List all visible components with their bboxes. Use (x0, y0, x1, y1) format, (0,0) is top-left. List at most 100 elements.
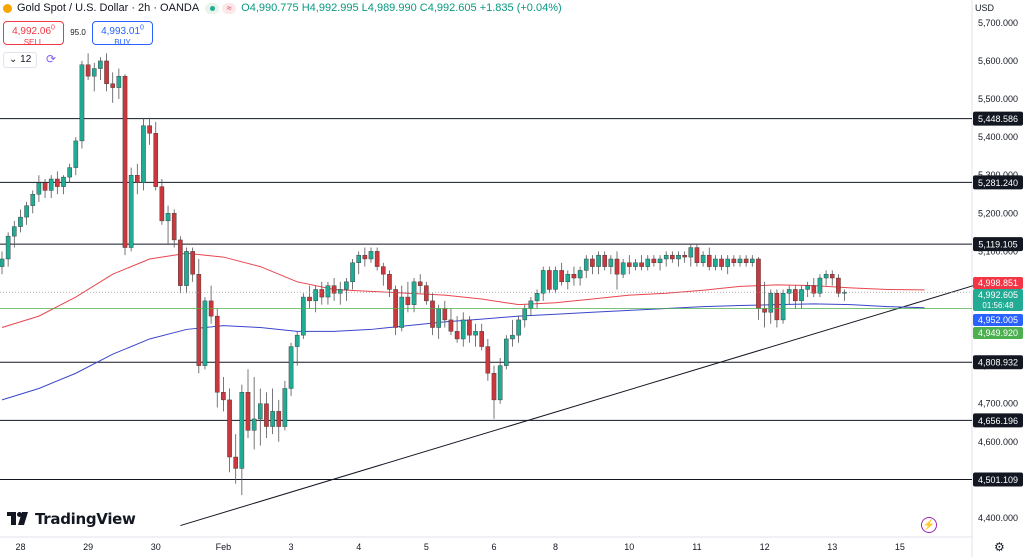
candle[interactable] (61, 175, 66, 195)
candle[interactable] (67, 163, 72, 183)
candle[interactable] (313, 285, 318, 313)
candle[interactable] (239, 384, 245, 496)
candle[interactable] (694, 243, 700, 267)
candle[interactable] (251, 377, 257, 450)
candle[interactable] (264, 392, 269, 438)
sell-button[interactable]: 4,992.060 SELL (3, 21, 64, 47)
candle[interactable] (565, 270, 571, 290)
candle[interactable] (282, 380, 288, 431)
candle[interactable] (460, 312, 466, 347)
candle[interactable] (79, 60, 85, 149)
candle[interactable] (719, 255, 724, 271)
candle[interactable] (36, 175, 42, 202)
candle[interactable] (73, 137, 79, 176)
candle[interactable] (288, 342, 294, 397)
candle[interactable] (233, 434, 239, 484)
candle[interactable] (0, 251, 5, 275)
candle[interactable] (645, 255, 651, 271)
candle[interactable] (608, 255, 614, 275)
candle[interactable] (344, 278, 349, 301)
candle[interactable] (214, 308, 220, 408)
candle[interactable] (417, 274, 423, 294)
candle[interactable] (454, 316, 460, 343)
candle[interactable] (85, 53, 91, 80)
candle[interactable] (823, 270, 829, 286)
candle[interactable] (590, 255, 595, 275)
candle[interactable] (596, 251, 601, 275)
candle[interactable] (811, 278, 817, 298)
candle[interactable] (559, 262, 564, 286)
current-price-label[interactable]: 4,998.851 (973, 277, 1023, 289)
candle[interactable] (639, 255, 644, 271)
candle[interactable] (337, 281, 343, 305)
candle[interactable] (725, 255, 730, 275)
candle[interactable] (583, 255, 589, 279)
candle[interactable] (368, 247, 374, 263)
candle[interactable] (805, 281, 810, 298)
candle[interactable] (294, 331, 300, 366)
level-price-label[interactable]: 4,656.196 (973, 413, 1023, 428)
candle[interactable] (171, 209, 177, 248)
candle[interactable] (116, 68, 122, 100)
candle[interactable] (350, 258, 355, 290)
candle[interactable] (780, 289, 786, 324)
candle[interactable] (424, 281, 429, 305)
candle[interactable] (676, 251, 681, 267)
level-price-label[interactable]: 5,281.240 (973, 175, 1023, 190)
indicators-toggle-button[interactable]: ⌄ 12 (3, 52, 38, 68)
level-price-label[interactable]: 4,808.932 (973, 355, 1023, 370)
candle[interactable] (602, 251, 607, 271)
candle[interactable] (731, 255, 737, 267)
candle[interactable] (165, 205, 171, 244)
symbol-title[interactable]: Gold Spot / U.S. Dollar · 2h · OANDA (17, 2, 200, 14)
bolt-icon[interactable]: ⚡ (921, 517, 937, 533)
candle[interactable] (55, 171, 60, 195)
candle[interactable] (540, 266, 546, 301)
candle[interactable] (42, 179, 48, 199)
buy-button[interactable]: 4,993.010 BUY (92, 21, 153, 47)
candle[interactable] (110, 72, 115, 103)
candle[interactable] (227, 388, 232, 473)
candle[interactable] (442, 300, 448, 328)
candle[interactable] (571, 266, 577, 286)
candle[interactable] (184, 247, 189, 294)
candle[interactable] (24, 201, 29, 225)
candle[interactable] (307, 285, 312, 309)
candle[interactable] (331, 278, 337, 301)
candle[interactable] (208, 285, 214, 324)
candle[interactable] (91, 62, 97, 92)
candle[interactable] (497, 358, 503, 404)
candle[interactable] (30, 190, 36, 214)
candle[interactable] (258, 388, 263, 446)
candle[interactable] (547, 266, 552, 294)
candle[interactable] (467, 316, 472, 343)
candle[interactable] (756, 257, 761, 320)
candle[interactable] (799, 285, 804, 309)
candle[interactable] (713, 255, 718, 271)
candle[interactable] (528, 297, 534, 317)
candle[interactable] (11, 220, 17, 248)
refresh-icon[interactable]: ⟳ (46, 52, 57, 66)
candle[interactable] (479, 323, 485, 351)
candle[interactable] (374, 247, 380, 271)
axis-currency[interactable]: USD (975, 3, 995, 13)
candle[interactable] (356, 251, 362, 275)
candle[interactable] (620, 258, 626, 279)
candle[interactable] (319, 281, 325, 305)
level-price-label[interactable]: 5,448.586 (973, 111, 1023, 126)
candle[interactable] (504, 335, 509, 370)
candle[interactable] (829, 270, 835, 286)
candle[interactable] (430, 293, 435, 336)
candle[interactable] (159, 179, 165, 225)
candle[interactable] (122, 74, 128, 256)
wave-icon[interactable]: ≈ (222, 2, 237, 14)
candle[interactable] (405, 281, 411, 313)
candle[interactable] (670, 251, 675, 263)
candle[interactable] (706, 247, 712, 271)
candle[interactable] (178, 236, 183, 294)
level-price-label[interactable]: 5,119.105 (973, 237, 1023, 252)
candle[interactable] (553, 266, 558, 294)
candle[interactable] (141, 118, 146, 191)
candle[interactable] (750, 255, 755, 267)
